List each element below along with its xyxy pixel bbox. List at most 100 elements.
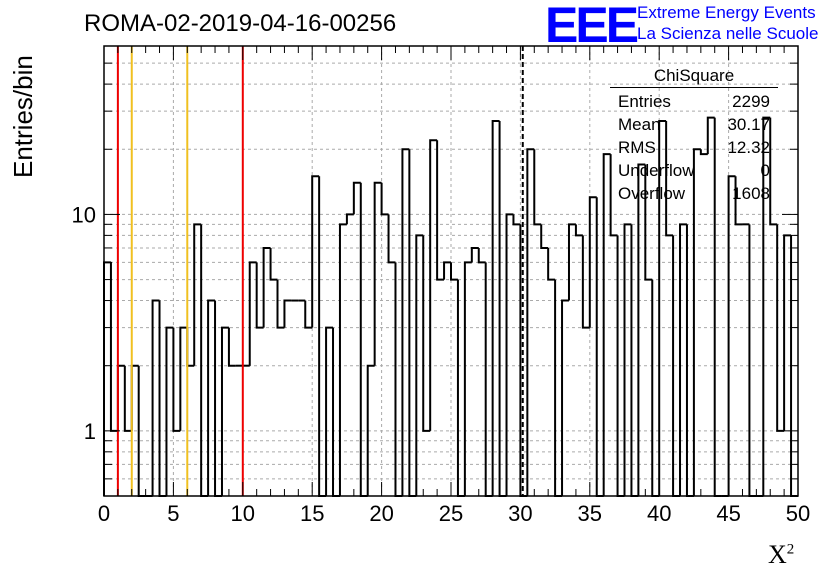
x-axis-label: X2 [768,540,795,569]
histogram-bin [554,279,563,497]
stats-value: 0 [760,161,770,180]
histogram-bin [373,181,382,366]
stats-row: Entries 2299 [610,90,778,113]
histogram-bin [498,121,507,497]
histogram-bin [602,153,611,496]
histogram-bin [450,262,458,281]
histogram-bin [526,148,535,496]
histogram-bin [540,224,549,249]
logo-tagline-1: Extreme Energy Events [637,3,816,22]
histogram-bin [283,299,292,328]
x-tick-label: 30 [508,501,532,526]
histogram-bin [262,246,271,328]
histogram-bin [651,279,660,497]
histogram-bin [644,164,653,281]
histogram-bin [220,326,229,496]
x-tick-label: 45 [716,501,740,526]
histogram-bin [734,176,743,226]
histogram-bin [269,247,278,281]
histogram-bin [116,364,125,431]
x-tick-label: 10 [231,501,255,526]
histogram-bin [186,327,195,367]
histogram-bin [415,234,424,496]
histogram-bin [533,149,542,226]
histogram-bin [769,117,778,226]
histogram-bin [394,262,403,497]
histogram-bin [200,224,209,497]
histogram-bin [436,140,445,281]
stats-label: Mean [618,115,661,134]
stats-row: Underflow 0 [610,159,778,182]
stats-title: ChiSquare [610,66,778,88]
histogram-bin [505,213,514,496]
histogram-bin [248,261,257,366]
stats-value: 1608 [732,184,770,203]
histogram-bin [484,262,493,497]
histogram-bin [345,213,354,225]
histogram-bin [776,224,785,432]
chart-title: ROMA-02-2019-04-16-00256 [84,10,397,37]
histogram-bin [359,182,368,497]
histogram-bin [158,300,167,497]
stats-rows: Entries 2299 Mean 30.17 RMS 12.32 Underflow 0 Ov… [610,90,778,205]
histogram-bin [567,223,576,301]
histogram-bin [609,154,618,237]
x-tick-label: 15 [300,501,324,526]
logo-tagline-2: La Scienza nelle Scuole [637,24,819,43]
x-tick-label: 20 [369,501,393,526]
histogram-bin [401,148,410,496]
histogram-bin [380,182,389,216]
stats-box: ChiSquare Entries 2299 Mean 30.17 RMS 12.32 Un… [610,66,778,205]
histogram-bin [519,224,528,497]
stats-value: 2299 [732,92,770,111]
histogram-bin [130,364,139,431]
histogram-bin [595,197,604,497]
histogram-bin [151,299,160,496]
stats-label: Overflow [618,184,686,203]
histogram-bin [679,223,687,496]
histogram-bin [456,279,465,497]
stats-value: 12.32 [727,138,770,157]
histogram-bin [103,261,111,496]
eee-logo: EEE [545,0,639,53]
histogram-bin [463,261,472,496]
histogram-bin [748,224,757,497]
histogram-bin [255,262,264,329]
x-tick-label: 5 [167,501,179,526]
x-tick-label: 40 [647,501,671,526]
histogram-bin [304,300,313,329]
histogram-bin [429,139,438,431]
histogram-bin [706,116,715,155]
histogram-bin [477,247,486,264]
histogram-bin [408,149,417,497]
histogram-bin [366,364,375,496]
histogram-bin [658,120,667,496]
histogram-bin [512,214,521,226]
stats-label: Entries [618,92,671,111]
histogram-bin [165,326,174,496]
y-tick-label: 10 [72,202,96,227]
histogram-bin [692,148,701,496]
histogram-bin [588,196,597,328]
stats-row: Mean 30.17 [610,113,778,136]
histogram-bin [574,224,583,237]
stats-label: Underflow [618,161,695,180]
stats-value: 30.17 [727,115,770,134]
histogram-bin [665,121,674,237]
histogram-bin [311,175,320,328]
x-tick-label: 50 [786,501,810,526]
histogram-bin [581,235,590,329]
histogram-bin [623,223,632,496]
histogram-bin [470,246,479,263]
stats-row: Overflow 1608 [610,182,778,205]
x-tick-label: 35 [578,501,602,526]
histogram-bin [547,247,556,281]
histogram-bin [422,235,431,432]
histogram-bin [332,327,340,497]
x-tick-label: 0 [98,501,110,526]
stats-row: RMS 12.32 [610,136,778,159]
histogram-bin [109,262,118,432]
histogram-bin [443,261,451,280]
stats-label: RMS [618,138,656,157]
